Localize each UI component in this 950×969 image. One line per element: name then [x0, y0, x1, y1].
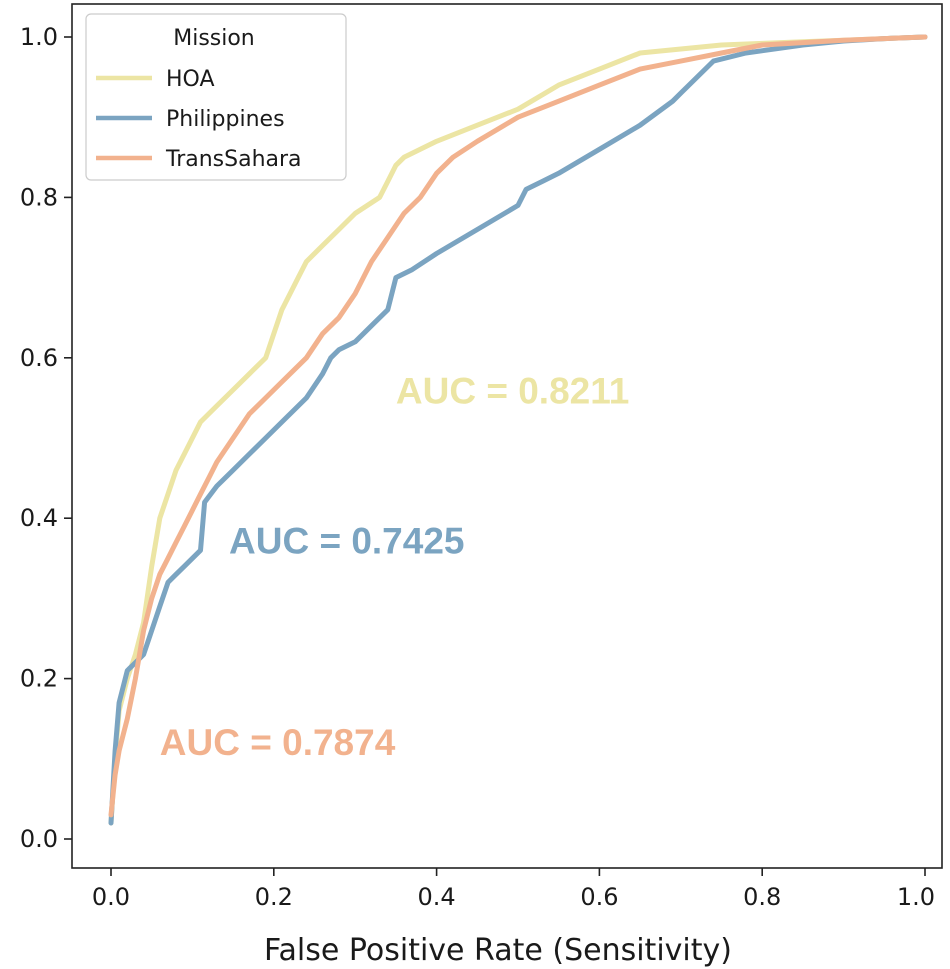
plot-lines: [108, 34, 928, 826]
y-tick-label: 0.2: [20, 665, 58, 693]
y-tick-label: 0.4: [20, 504, 58, 532]
x-tick-label: 0.6: [580, 883, 618, 911]
x-axis-label: False Positive Rate (Sensitivity): [264, 933, 732, 968]
series-line-transsahara: [108, 34, 928, 818]
y-tick-label: 0.6: [20, 344, 58, 372]
x-tick-label: 0.8: [743, 883, 781, 911]
auc-annotation-0: AUC = 0.8211: [396, 371, 629, 412]
legend-label-transsahara: TransSahara: [165, 147, 302, 172]
auc-annotation-1: AUC = 0.7425: [229, 521, 465, 562]
x-tick-label: 1.0: [897, 883, 935, 911]
y-tick-label: 0.8: [20, 183, 58, 211]
annotations: AUC = 0.8211 AUC = 0.7425 AUC = 0.7874: [160, 371, 630, 763]
legend-items: HOA Philippines TransSahara: [96, 67, 302, 172]
legend: Mission HOA Philippines TransSahara: [85, 13, 347, 181]
series-line-philippines: [108, 34, 928, 826]
x-axis-ticks: 0.0 0.2 0.4 0.6 0.8 1.0: [92, 868, 935, 911]
legend-label-hoa: HOA: [166, 67, 215, 92]
legend-label-philippines: Philippines: [166, 107, 285, 132]
x-tick-label: 0.0: [92, 883, 130, 911]
legend-box: [85, 13, 347, 181]
legend-title: Mission: [173, 26, 255, 51]
plot-frame: [71, 3, 943, 869]
series-line-hoa: [108, 34, 928, 826]
y-axis-ticks: 0.0 0.2 0.4 0.6 0.8 1.0: [20, 23, 72, 853]
x-tick-label: 0.4: [418, 883, 456, 911]
y-tick-label: 0.0: [20, 825, 58, 853]
y-tick-label: 1.0: [20, 23, 58, 51]
x-tick-label: 0.2: [255, 883, 293, 911]
auc-annotation-2: AUC = 0.7874: [160, 722, 396, 763]
